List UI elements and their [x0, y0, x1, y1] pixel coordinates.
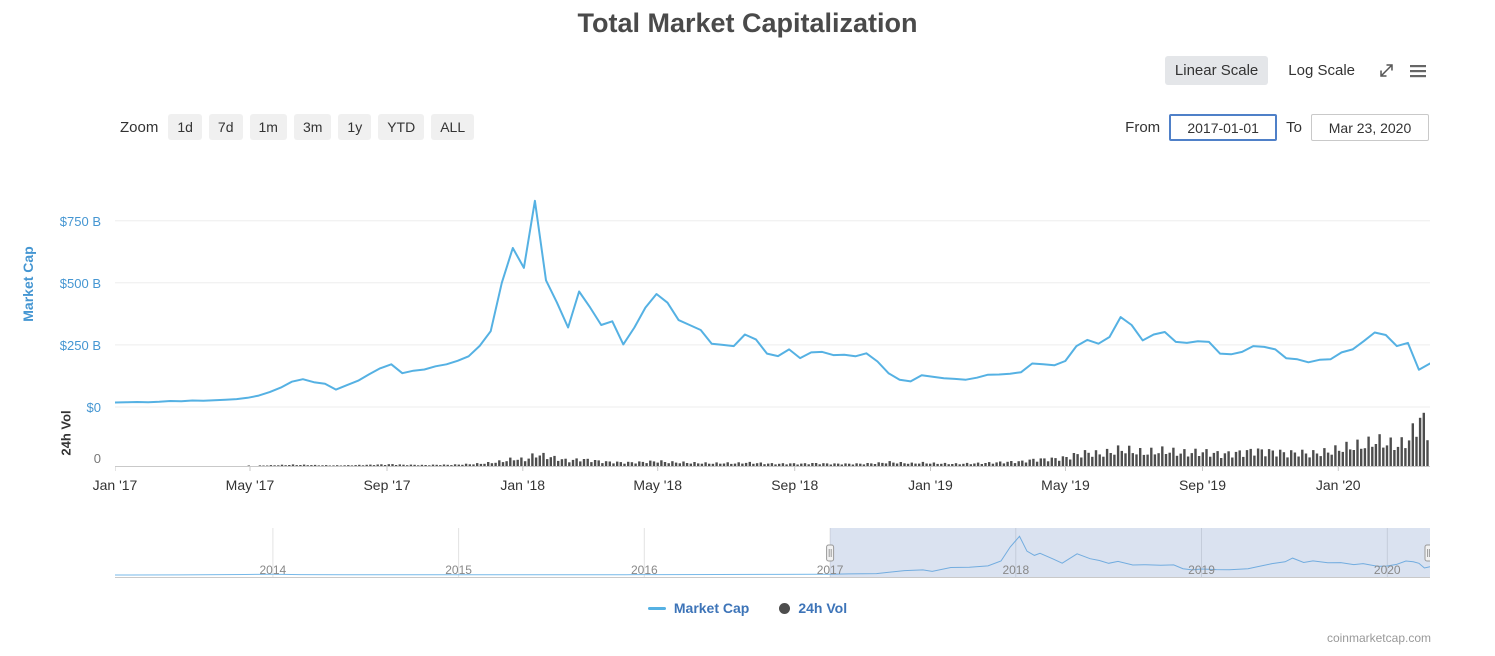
legend-volume-label: 24h Vol	[798, 600, 848, 616]
x-axis-tick-label: Jan '17	[92, 477, 138, 493]
horizontal-gridlines	[115, 220, 1430, 408]
main-chart-plot-area[interactable]	[114, 170, 1431, 475]
zoom-button-1m[interactable]: 1m	[249, 114, 287, 140]
navigator-series-line	[114, 535, 1431, 576]
navigator-left-handle[interactable]	[826, 544, 835, 562]
x-axis-tick-label: May '19	[1041, 477, 1090, 493]
x-axis-tick-label: May '17	[225, 477, 275, 493]
zoom-button-3m[interactable]: 3m	[293, 114, 332, 140]
market-cap-axis-title: Market Cap	[20, 246, 36, 322]
navigator-svg	[114, 528, 1433, 578]
to-label: To	[1286, 119, 1302, 136]
zoom-button-group: 1d 7d 1m 3m 1y YTD ALL	[168, 114, 475, 140]
navigator[interactable]: 2014 2015 2016 2017 2018 2019 2020	[114, 528, 1433, 578]
watermark: coinmarketcap.com	[1326, 631, 1431, 645]
volume-axis-title: 24h Vol	[58, 410, 74, 456]
navigator-year-gridlines	[272, 528, 1388, 578]
zoom-button-1d[interactable]: 1d	[168, 114, 202, 140]
market-cap-axis-tick-label: $250 B	[59, 337, 101, 353]
zoom-button-7d[interactable]: 7d	[208, 114, 243, 140]
log-scale-button[interactable]: Log Scale	[1278, 56, 1365, 85]
navigator-selected-range[interactable]	[830, 528, 1430, 578]
volume-circle-marker-icon	[779, 602, 791, 614]
volume-bars	[247, 412, 1429, 466]
x-axis-tick-label: Jan '19	[908, 477, 953, 493]
market-cap-axis-tick-label: $750 B	[59, 213, 101, 229]
market-cap-line-marker-icon	[647, 606, 666, 610]
from-label: From	[1125, 119, 1161, 136]
x-axis-labels: Jan '17 May '17 Sep '17 Jan '18 May '18 Sep '…	[93, 477, 1430, 497]
legend-item-24h-vol[interactable]: 24h Vol	[779, 600, 847, 616]
from-date-input[interactable]	[1169, 114, 1278, 141]
to-date-input[interactable]	[1311, 114, 1429, 141]
market-cap-axis-labels: $0 $250 B $500 B $750 B	[0, 170, 107, 475]
zoom-label: Zoom	[120, 118, 159, 136]
zoom-button-ytd[interactable]: YTD	[378, 114, 425, 140]
market-cap-axis-tick-label: $0	[86, 400, 101, 415]
navigator-right-handle[interactable]	[1424, 544, 1433, 562]
x-axis-tick-label: Sep '18	[771, 477, 819, 493]
zoom-controls: Zoom 1d 7d 1m 3m 1y YTD ALL	[120, 114, 475, 140]
legend-market-cap-label: Market Cap	[673, 600, 750, 616]
legend-item-market-cap[interactable]: Market Cap	[647, 600, 750, 616]
x-axis-tick-label: Sep '19	[1178, 477, 1226, 493]
market-cap-line	[114, 199, 1431, 404]
linear-scale-button[interactable]: Linear Scale	[1164, 56, 1269, 85]
zoom-button-1y[interactable]: 1y	[338, 114, 372, 140]
x-axis-tick-label: Sep '17	[363, 477, 411, 493]
page-title: Total Market Capitalization	[577, 8, 918, 38]
fullscreen-icon[interactable]	[1375, 60, 1397, 82]
zoom-button-all[interactable]: ALL	[431, 114, 475, 140]
hamburger-menu-icon[interactable]	[1407, 60, 1429, 82]
date-range-controls: From To	[1125, 114, 1429, 141]
volume-axis-zero-label: 0	[93, 451, 101, 466]
main-chart-svg	[114, 199, 1431, 471]
x-axis-tick-label: Jan '20	[1315, 477, 1361, 493]
x-axis-tick-label: Jan '18	[500, 477, 546, 493]
x-axis-tick-label: May '18	[633, 477, 682, 493]
x-axis-tick-marks	[114, 466, 1339, 471]
scale-toggle-group: Linear Scale Log Scale	[1164, 56, 1429, 85]
market-cap-axis-tick-label: $500 B	[59, 275, 101, 291]
legend: Market Cap 24h Vol	[0, 600, 1495, 616]
